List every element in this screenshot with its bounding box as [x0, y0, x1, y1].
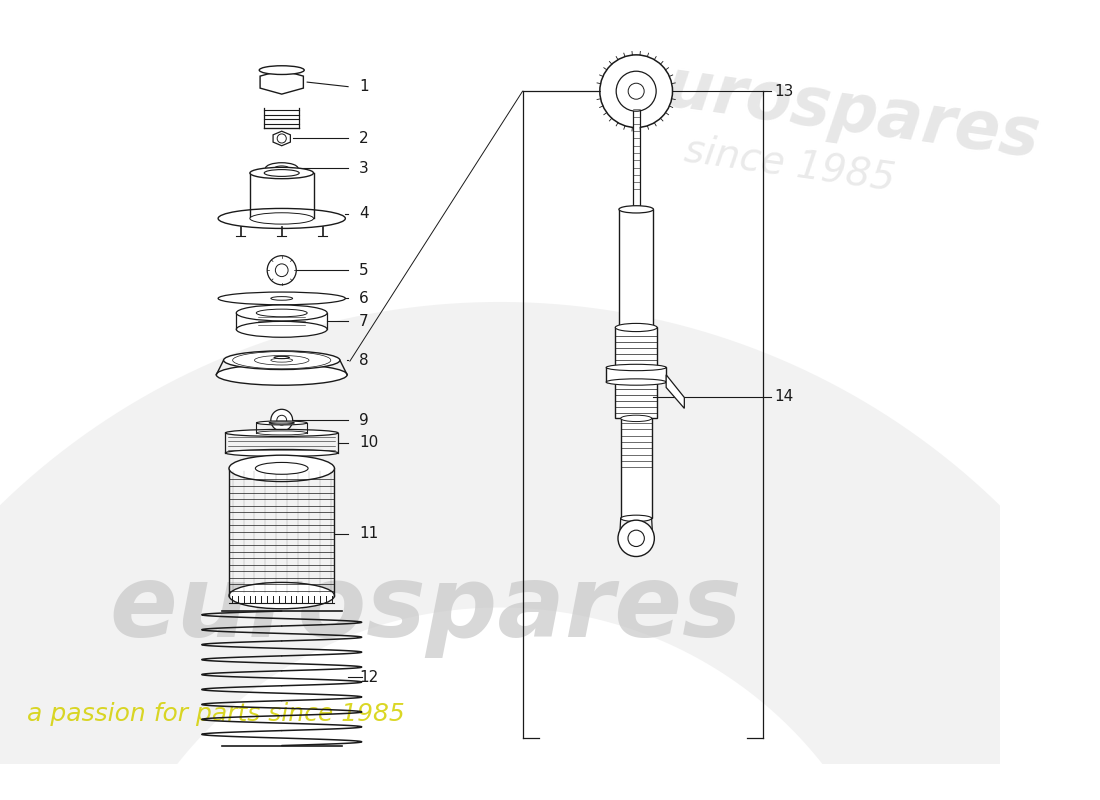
Polygon shape	[260, 70, 304, 94]
Ellipse shape	[620, 415, 651, 422]
Circle shape	[275, 264, 288, 277]
Ellipse shape	[619, 206, 653, 213]
Text: 2: 2	[359, 131, 369, 146]
Text: since 1985: since 1985	[682, 130, 898, 198]
Circle shape	[628, 530, 645, 546]
Polygon shape	[667, 374, 684, 408]
Circle shape	[616, 71, 657, 111]
Ellipse shape	[229, 455, 334, 482]
Ellipse shape	[223, 351, 340, 370]
Ellipse shape	[264, 170, 299, 177]
Ellipse shape	[218, 292, 345, 305]
Circle shape	[600, 55, 672, 127]
Circle shape	[271, 410, 293, 431]
Ellipse shape	[275, 166, 289, 171]
Bar	[620, 418, 651, 518]
Text: a passion for parts since 1985: a passion for parts since 1985	[28, 702, 405, 726]
Text: 8: 8	[359, 353, 369, 368]
Polygon shape	[273, 131, 290, 146]
Ellipse shape	[250, 167, 314, 178]
Circle shape	[277, 134, 286, 143]
Ellipse shape	[226, 450, 338, 457]
Ellipse shape	[256, 421, 307, 425]
Text: 11: 11	[359, 526, 378, 542]
Ellipse shape	[615, 323, 657, 331]
Circle shape	[277, 415, 287, 425]
Ellipse shape	[226, 430, 338, 437]
Text: 6: 6	[359, 291, 369, 306]
Ellipse shape	[619, 324, 653, 331]
Ellipse shape	[260, 66, 305, 74]
Text: eurospares: eurospares	[109, 561, 741, 658]
Text: 10: 10	[359, 435, 378, 450]
Ellipse shape	[250, 213, 314, 224]
Text: 4: 4	[359, 206, 369, 222]
Circle shape	[628, 83, 645, 99]
Ellipse shape	[274, 356, 289, 358]
Bar	[615, 327, 657, 418]
Ellipse shape	[255, 462, 308, 474]
Ellipse shape	[270, 422, 295, 424]
Bar	[619, 210, 653, 327]
Text: 5: 5	[359, 262, 369, 278]
Ellipse shape	[218, 209, 345, 229]
Text: 13: 13	[774, 84, 794, 98]
Text: 14: 14	[774, 389, 793, 404]
Ellipse shape	[256, 309, 307, 317]
Text: 12: 12	[359, 670, 378, 685]
Text: 7: 7	[359, 314, 369, 329]
Ellipse shape	[620, 515, 651, 522]
Text: 3: 3	[359, 161, 369, 176]
Text: 1: 1	[359, 79, 369, 94]
Bar	[632, 100, 640, 210]
Ellipse shape	[256, 431, 307, 435]
Ellipse shape	[217, 364, 348, 386]
Ellipse shape	[229, 582, 334, 609]
Ellipse shape	[236, 305, 327, 321]
Bar	[606, 367, 667, 382]
Ellipse shape	[236, 322, 327, 338]
Text: eurospares: eurospares	[618, 47, 1045, 171]
Ellipse shape	[265, 162, 298, 174]
Ellipse shape	[271, 297, 293, 300]
Circle shape	[267, 256, 296, 285]
Ellipse shape	[606, 379, 667, 386]
Circle shape	[618, 520, 654, 557]
Ellipse shape	[606, 364, 667, 370]
Text: 9: 9	[359, 413, 369, 428]
